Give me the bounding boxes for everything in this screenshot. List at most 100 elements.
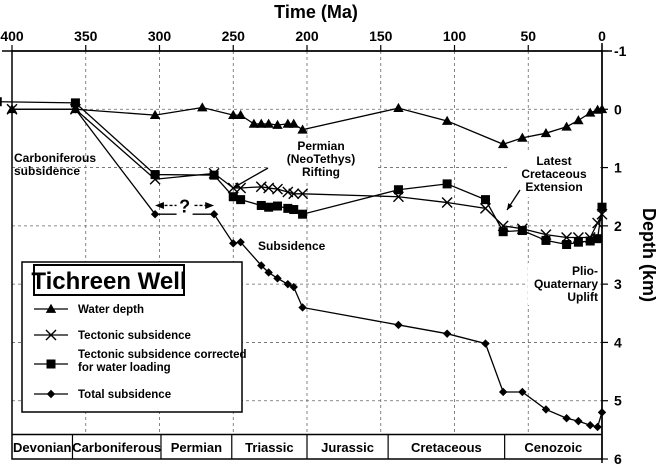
x-tick-label: 100 <box>443 28 467 44</box>
point-diamond <box>273 274 282 283</box>
point-diamond <box>541 405 551 414</box>
annotation-bg <box>528 263 600 305</box>
x-tick-label: 350 <box>74 28 98 44</box>
period-label: Jurassic <box>321 440 374 455</box>
point-x <box>441 197 453 209</box>
x-tick-label: 150 <box>369 28 393 44</box>
y-tick-label: -1 <box>614 43 627 59</box>
point-square <box>70 98 80 108</box>
x-tick-label: 300 <box>148 28 172 44</box>
point-triangle <box>561 121 572 131</box>
point-square <box>209 170 219 180</box>
point-diamond <box>264 268 273 277</box>
point-square <box>562 240 572 250</box>
point-triangle <box>297 124 308 134</box>
point-x <box>263 182 275 194</box>
permian-arrow-head <box>233 182 240 188</box>
grid <box>12 51 602 459</box>
point-diamond <box>498 387 508 397</box>
point-triangle <box>540 127 552 138</box>
point-square <box>498 227 508 237</box>
point-square <box>393 185 403 195</box>
point-triangle <box>149 109 161 120</box>
point-diamond <box>481 339 490 348</box>
period-label: Devonian <box>13 440 72 455</box>
arrowhead-left <box>155 201 164 209</box>
y-tick-label: 4 <box>614 334 622 350</box>
point-diamond <box>209 210 219 219</box>
point-square <box>273 201 282 211</box>
point-x <box>45 329 57 341</box>
annotations: Carboniferous subsidence Permian (NeoTethys… <box>14 138 600 305</box>
point-diamond <box>71 105 80 114</box>
x-tick-label: 250 <box>222 28 246 44</box>
point-triangle <box>573 115 584 125</box>
point-square <box>593 234 603 244</box>
point-square <box>150 170 160 180</box>
point-square <box>236 195 246 205</box>
point-triangle <box>393 102 404 113</box>
point-x <box>272 183 283 195</box>
point-square <box>264 202 274 212</box>
point-square <box>442 179 452 189</box>
point-x <box>288 188 300 200</box>
x-tick-label: 400 <box>0 28 24 44</box>
y-tick-label: 6 <box>614 451 622 467</box>
point-triangle <box>235 109 246 120</box>
series-diamond <box>71 105 607 432</box>
point-triangle <box>288 118 299 128</box>
point-square <box>517 226 527 236</box>
x-tick-label: 200 <box>295 28 319 44</box>
permian-arrow <box>232 167 269 189</box>
annotation-bg <box>176 193 193 216</box>
annotation-latest-cretaceous: Latest Cretaceous Extension <box>521 154 587 194</box>
series-square <box>0 97 607 250</box>
y-tick-label: 5 <box>614 393 622 409</box>
y-tick-label: 1 <box>614 160 622 176</box>
period-label: Cretaceous <box>411 440 482 455</box>
point-diamond <box>562 414 571 423</box>
point-diamond <box>394 320 403 330</box>
point-triangle <box>441 115 453 125</box>
annotation-subsidence: Subsidence <box>258 239 326 253</box>
annotation-carboniferous: Carboniferous subsidence <box>14 151 96 178</box>
point-triangle <box>517 132 528 142</box>
point-square <box>541 235 551 245</box>
point-triangle <box>263 118 274 128</box>
point-diamond <box>586 420 595 430</box>
point-x <box>297 188 309 200</box>
y-tick-label: 0 <box>614 101 622 117</box>
point-diamond <box>593 422 602 432</box>
latest-cretaceous-arrow-head <box>507 203 513 210</box>
point-square <box>289 205 299 215</box>
point-square <box>46 359 56 369</box>
point-square <box>480 195 490 205</box>
legend-label: Total subsidence <box>78 389 171 401</box>
legend: Tichreen Well Water depth Tectonic subside… <box>21 261 247 413</box>
point-diamond <box>442 329 452 338</box>
point-diamond <box>150 210 160 219</box>
series-line <box>74 108 603 428</box>
arrowhead-right <box>205 201 215 209</box>
point-square <box>298 209 308 219</box>
annotation-bg <box>508 153 598 197</box>
legend-title: Tichreen Well <box>31 268 186 295</box>
period-label: Carboniferous <box>72 440 161 455</box>
point-diamond <box>283 279 293 289</box>
point-diamond <box>236 237 245 247</box>
point-triangle <box>256 118 267 128</box>
point-square <box>573 237 583 247</box>
point-square <box>585 236 595 246</box>
legend-label: Water depth <box>78 304 144 316</box>
point-triangle <box>248 118 260 128</box>
point-square <box>228 192 238 202</box>
point-diamond <box>46 389 56 399</box>
point-triangle <box>45 303 57 313</box>
y-axis-title: Depth (km) <box>639 208 656 302</box>
period-label: Cenozoic <box>524 440 582 455</box>
x-axis-title: Time (Ma) <box>274 2 358 22</box>
point-diamond <box>574 416 583 426</box>
legend-label: Tectonic subsidence <box>78 330 191 342</box>
